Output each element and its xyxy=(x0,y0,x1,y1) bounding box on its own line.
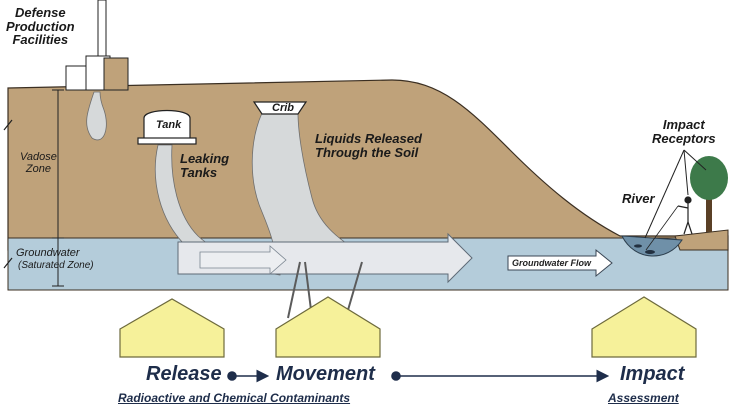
river xyxy=(621,235,683,257)
liquids-released-label-line: Liquids Released xyxy=(315,131,422,146)
liquids-released-label-line: Through the Soil xyxy=(315,144,419,160)
leaking-tanks-label-line: Tanks xyxy=(180,164,218,180)
cut-mark-icon xyxy=(3,119,13,131)
facilities-label-line: Defense xyxy=(15,5,66,20)
groundwater-label: Groundwater xyxy=(16,247,80,259)
leaking-tanks-label: Leaking Tanks xyxy=(180,152,229,179)
vadose-zone-label-line: Vadose xyxy=(20,151,57,163)
facilities-label-line: Production xyxy=(6,18,75,34)
facility-plume xyxy=(86,91,107,141)
impact-receptors-label: Impact Receptors xyxy=(652,118,716,145)
impact-receptors-label-line: Impact xyxy=(662,117,705,132)
receptor-pointers xyxy=(644,149,707,239)
tank-label: Tank xyxy=(156,119,182,131)
facility-building xyxy=(65,0,129,91)
groundwater-flow-label: Groundwater Flow xyxy=(512,258,592,268)
assessment-label: Assessment xyxy=(608,391,679,405)
groundwater-plume-arrow xyxy=(177,232,473,284)
contaminants-label: Radioactive and Chemical Contaminants xyxy=(118,391,351,405)
liquids-released-label: Liquids Released Through the Soil xyxy=(315,132,422,159)
movement-arrow xyxy=(275,296,381,358)
saturated-zone-label: (Saturated Zone) xyxy=(18,260,94,271)
release-label: Release xyxy=(146,363,222,385)
fisherman-icon xyxy=(645,196,693,251)
soil-layer xyxy=(7,79,729,251)
groundwater-plume-arrow-small xyxy=(199,245,287,275)
fish-icon xyxy=(645,250,655,254)
crib xyxy=(252,101,308,115)
vadose-zone-label-line: Zone xyxy=(25,162,51,175)
fish-icon xyxy=(634,244,642,248)
impact-arrow xyxy=(591,296,697,358)
movement-label: Movement xyxy=(276,363,375,385)
river-label: River xyxy=(622,191,655,206)
vadose-zone-marker xyxy=(52,89,64,287)
leaking-tanks-label-line: Leaking xyxy=(180,151,230,166)
facilities-label-line: Facilities xyxy=(12,32,69,48)
river-bank xyxy=(674,229,729,251)
facilities-label: Defense Production Facilities xyxy=(6,6,75,47)
process-connectors xyxy=(227,369,610,383)
vadose-zone-label: Vadose Zone xyxy=(20,151,57,175)
impact-receptors-label-line: Receptors xyxy=(652,130,716,146)
impact-label: Impact xyxy=(620,363,685,385)
tree-icon xyxy=(690,156,728,232)
release-arrow xyxy=(119,298,225,358)
tank xyxy=(137,109,197,145)
cut-mark-icon xyxy=(3,257,13,269)
crib-label: Crib xyxy=(272,102,294,114)
groundwater-flow-arrow xyxy=(507,248,613,278)
